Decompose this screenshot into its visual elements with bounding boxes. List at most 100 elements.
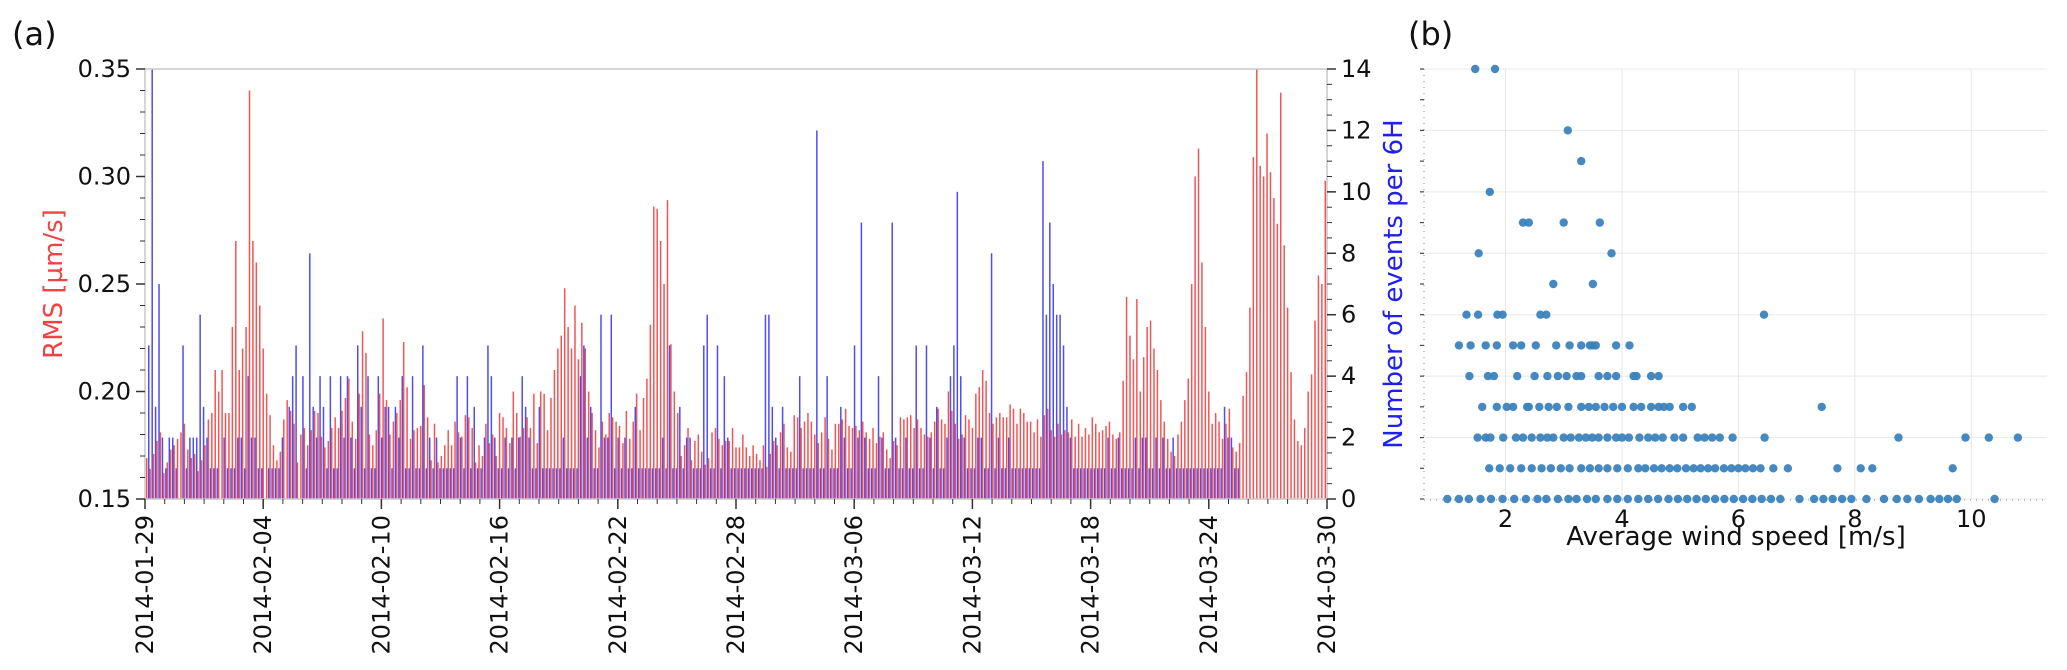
- event-bar: [829, 468, 832, 499]
- event-bar: [398, 437, 400, 499]
- event-bar: [326, 468, 328, 499]
- rms-bar: [872, 428, 874, 499]
- rms-bar: [461, 436, 463, 499]
- rms-bar: [420, 425, 422, 499]
- scatter-point: [1577, 402, 1586, 412]
- rms-bar: [217, 391, 220, 499]
- rms-bar: [625, 410, 628, 499]
- event-bar: [189, 437, 191, 499]
- right-axis-tick-label: 0: [1341, 485, 1356, 513]
- rms-bar: [1232, 447, 1234, 499]
- rms-bar: [735, 447, 737, 499]
- scatter-point: [1511, 433, 1521, 442]
- rms-bar: [728, 440, 730, 499]
- event-bar: [905, 437, 907, 499]
- event-bar: [459, 437, 462, 499]
- rms-bar: [1273, 198, 1275, 499]
- event-bar: [559, 468, 561, 499]
- rms-bar: [1228, 408, 1231, 499]
- rms-bar: [865, 432, 867, 499]
- rms-bar: [1324, 180, 1327, 500]
- scatter-point: [1727, 464, 1736, 473]
- event-bar: [805, 468, 808, 499]
- scatter-point: [1485, 464, 1494, 473]
- rms-bar: [385, 400, 388, 499]
- rms-bar: [1094, 423, 1097, 499]
- rms-bar: [759, 460, 761, 499]
- rms-bar: [951, 410, 953, 499]
- event-bar: [1227, 437, 1229, 499]
- event-bar: [1203, 468, 1205, 499]
- left-axis-tick-label: 0.20: [78, 378, 131, 406]
- event-bar: [233, 468, 236, 499]
- scatter-point: [1673, 494, 1683, 504]
- scatter-point: [1594, 464, 1603, 473]
- event-bar: [305, 468, 308, 499]
- rms-bar: [1221, 438, 1224, 499]
- scatter-point: [1559, 218, 1568, 227]
- rms-bar: [1053, 436, 1056, 499]
- event-bar: [322, 406, 325, 499]
- event-bar: [237, 437, 239, 499]
- rms-bar: [1122, 380, 1124, 499]
- rms-bar: [817, 443, 819, 499]
- rms-bar: [769, 453, 772, 499]
- rms-bar: [975, 393, 977, 499]
- rms-bar: [820, 432, 823, 499]
- event-bar: [987, 468, 989, 499]
- rms-bar: [622, 443, 624, 499]
- right-axis-tick-label: 14: [1341, 55, 1372, 83]
- event-bar: [679, 406, 681, 499]
- scatter-point: [1756, 464, 1765, 473]
- rms-bar: [814, 434, 816, 499]
- event-bar: [209, 468, 212, 499]
- event-bar: [699, 468, 702, 499]
- rms-bar: [1170, 451, 1172, 499]
- scatter-point: [1634, 464, 1643, 473]
- rms-bar: [971, 428, 974, 499]
- rms-bar: [433, 423, 436, 499]
- rms-bar: [858, 430, 861, 499]
- rms-bar: [1071, 419, 1073, 499]
- rms-bar: [176, 438, 179, 499]
- scatter-point: [1623, 494, 1633, 504]
- left-axis-ticks: 0.15 0.20 0.25 0.30 0.35: [78, 55, 145, 513]
- rms-bar: [968, 419, 970, 499]
- rms-bar: [629, 438, 631, 499]
- event-bar: [148, 345, 150, 499]
- event-bar: [240, 437, 243, 499]
- event-bar: [641, 468, 643, 499]
- rms-bar: [793, 415, 795, 499]
- scatter-point: [1665, 402, 1674, 412]
- rms-bar: [1173, 456, 1176, 499]
- rms-bar: [690, 460, 693, 499]
- rms-bar: [207, 419, 210, 499]
- event-bar: [994, 468, 996, 499]
- event-bar: [774, 437, 777, 499]
- rms-bar: [927, 436, 929, 499]
- rms-bar: [608, 413, 610, 499]
- rms-bar: [1269, 172, 1272, 499]
- event-bar: [418, 468, 421, 499]
- event-bar: [1196, 468, 1198, 499]
- right-axis-tick-label: 6: [1341, 301, 1356, 329]
- event-bar: [644, 468, 647, 499]
- rms-bar: [1225, 423, 1227, 499]
- scatter-point: [1582, 494, 1592, 504]
- event-bar: [1004, 468, 1007, 499]
- rms-bar: [351, 421, 354, 499]
- rms-bar: [707, 458, 710, 499]
- rms-bar: [255, 262, 258, 499]
- scatter-point: [1464, 494, 1474, 504]
- scatter-point: [1506, 464, 1515, 473]
- event-bar: [1079, 468, 1082, 499]
- event-bar: [1141, 437, 1144, 499]
- event-bar: [223, 437, 225, 499]
- event-bar: [689, 437, 691, 499]
- rms-bar: [591, 413, 593, 499]
- rms-bar: [533, 393, 535, 499]
- event-bar: [925, 345, 928, 499]
- event-bar: [1055, 314, 1058, 499]
- rms-bar: [1262, 176, 1265, 499]
- scatter-point: [1543, 433, 1552, 442]
